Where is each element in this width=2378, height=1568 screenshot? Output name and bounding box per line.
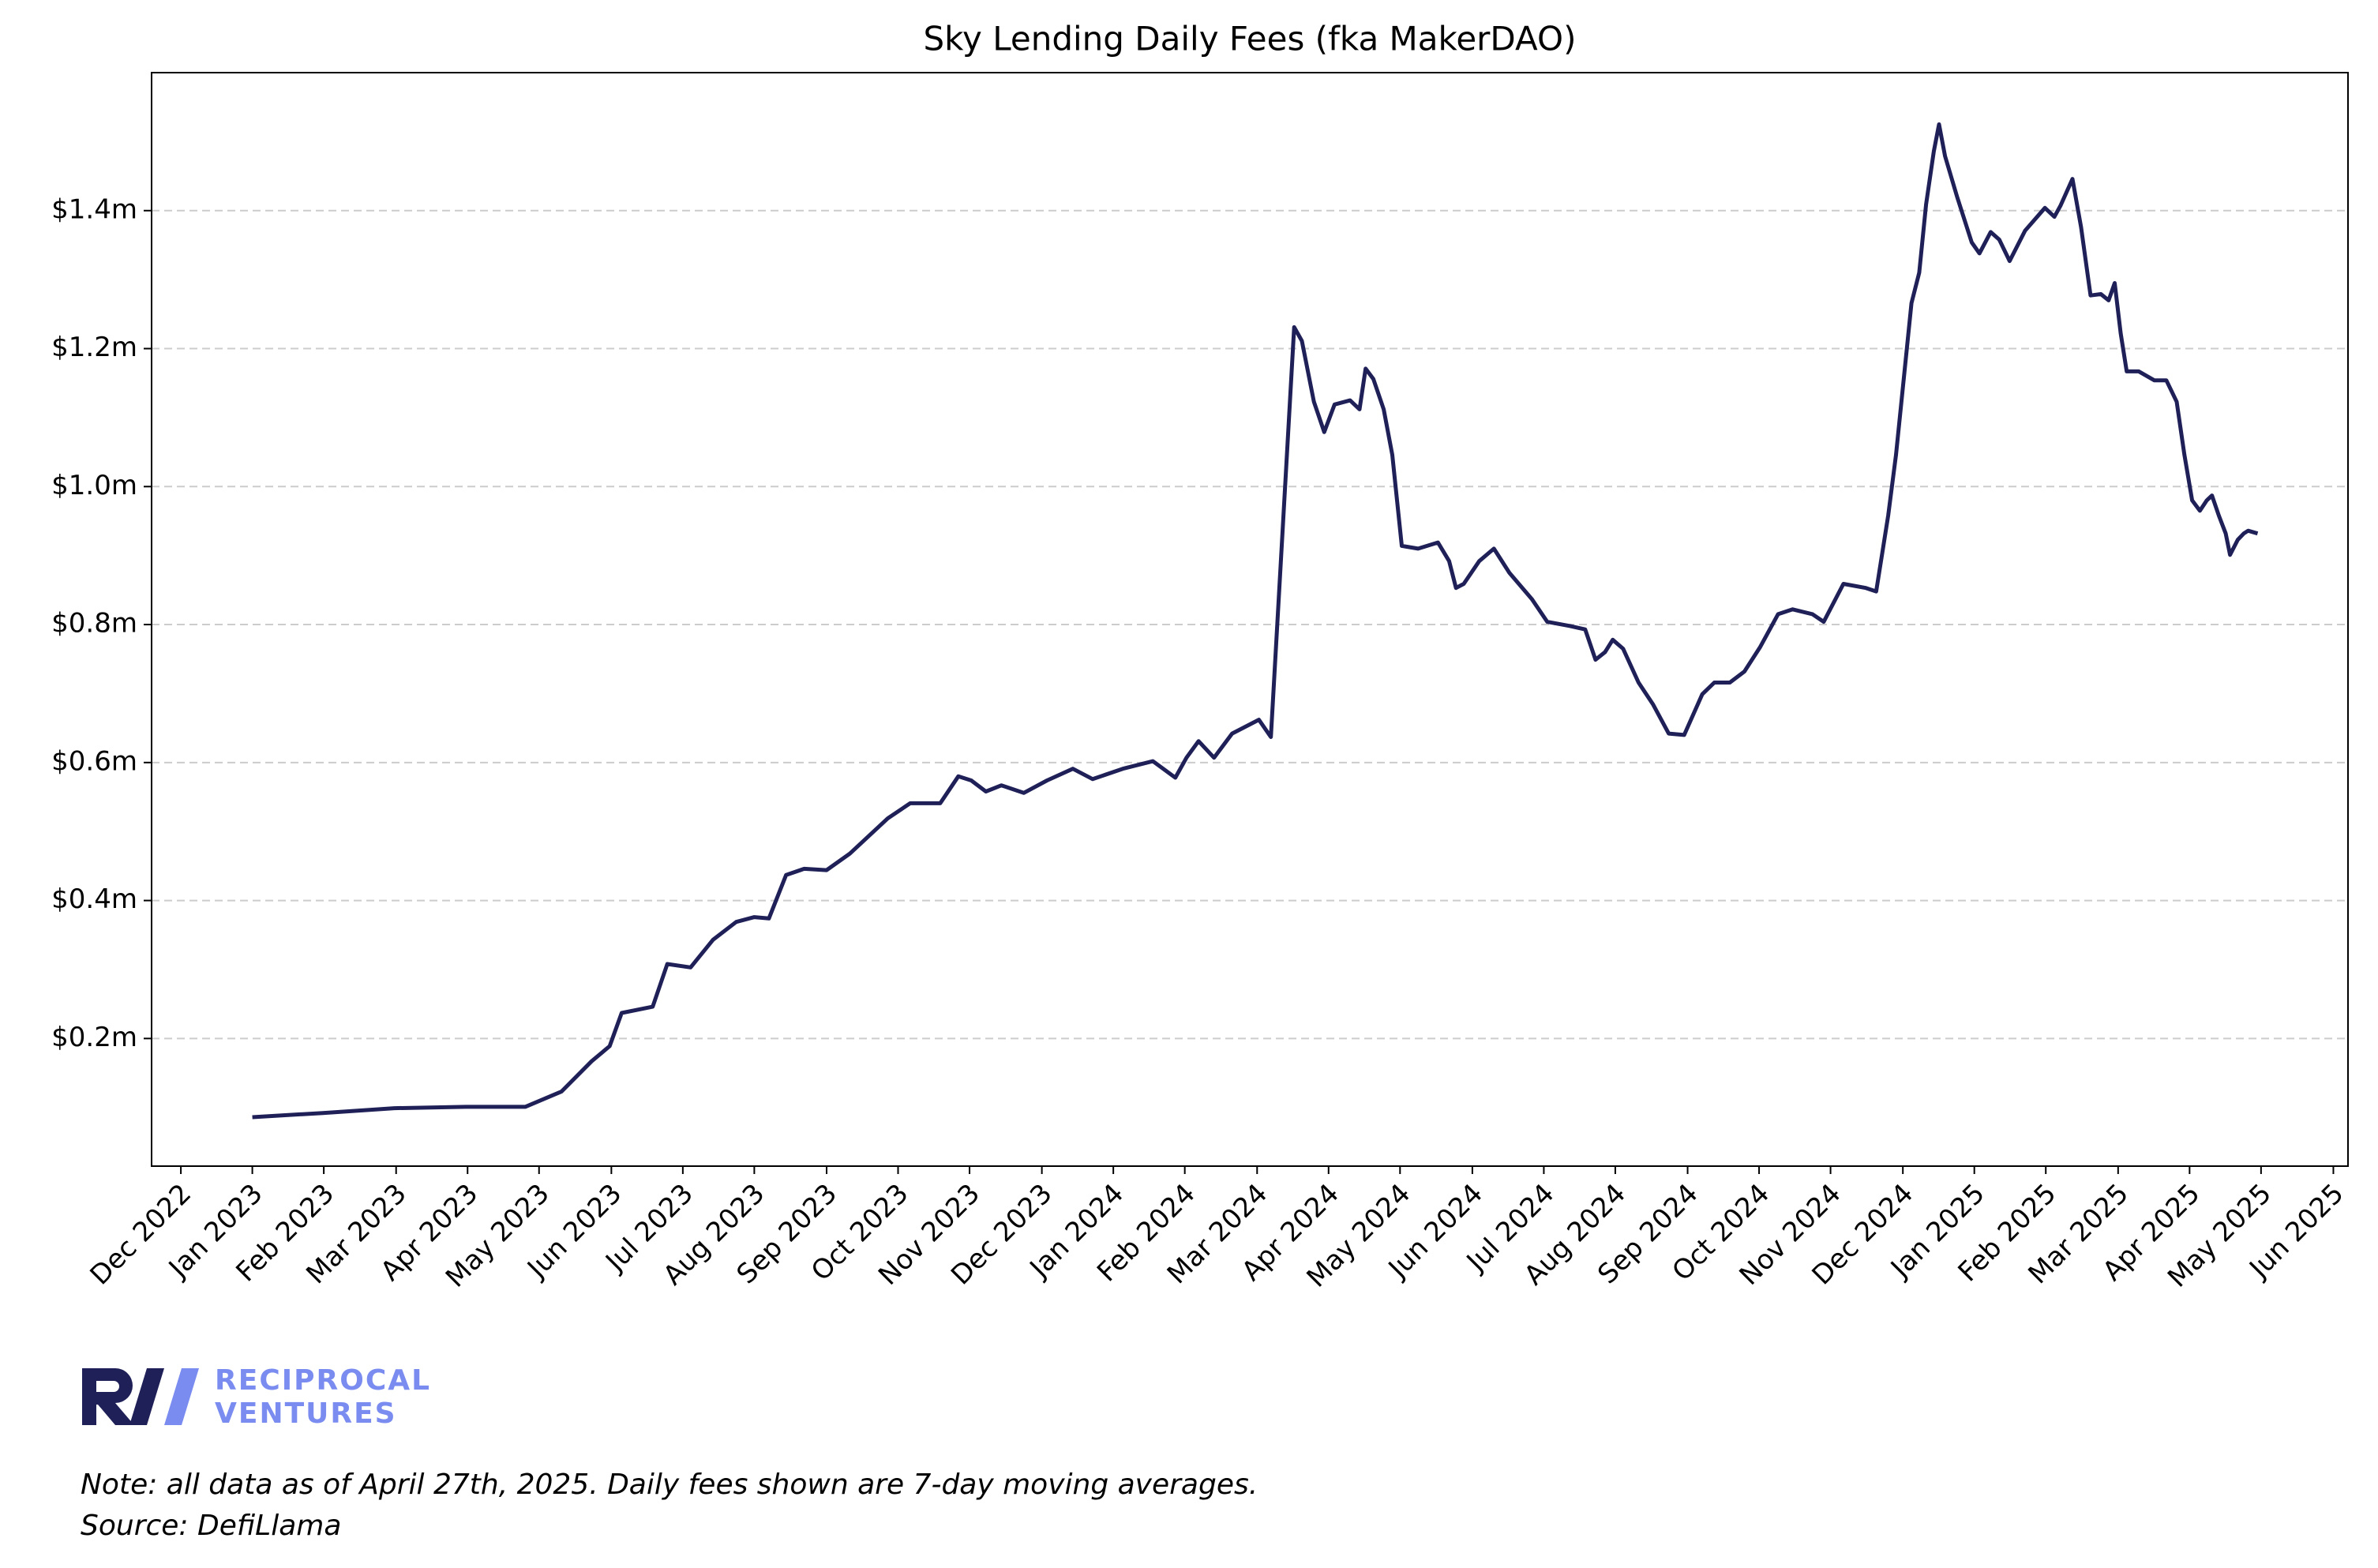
y-tick-label: $0.2m <box>51 1022 137 1053</box>
y-tick-label: $1.0m <box>51 470 137 501</box>
y-tick-label: $1.4m <box>51 193 137 225</box>
plot-frame <box>151 72 2349 1167</box>
y-tick-label: $1.2m <box>51 332 137 363</box>
line <box>252 122 2259 1120</box>
logo-text: VENTURES <box>215 1397 397 1430</box>
chart-title: Sky Lending Daily Fees (fka MakerDAO) <box>924 20 1577 58</box>
source: Source: DefiLlama <box>81 1510 341 1542</box>
y-tick-label: $0.8m <box>51 608 137 640</box>
logo-text: RECIPROCAL <box>215 1364 431 1397</box>
y-tick-label: $0.6m <box>51 745 137 777</box>
logo-mark <box>82 1368 199 1425</box>
note: Note: all data as of April 27th, 2025. D… <box>81 1469 1258 1501</box>
y-tick-label: $0.4m <box>51 883 137 915</box>
